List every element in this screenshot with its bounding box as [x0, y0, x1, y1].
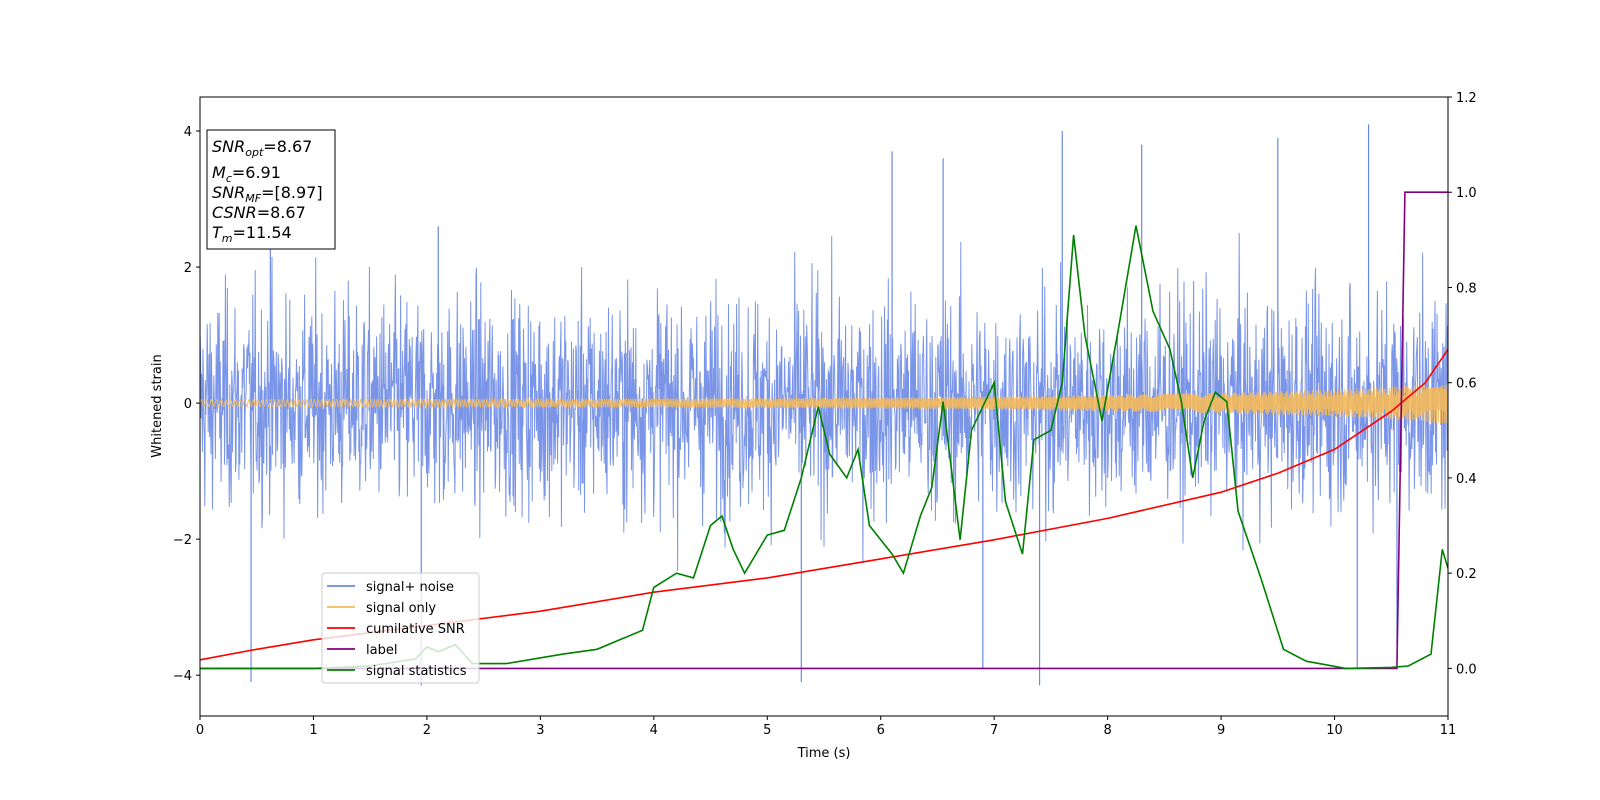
info-csnr-value: =8.67 [257, 203, 306, 222]
legend-label: cumilative SNR [366, 622, 465, 637]
x-tick-label: 3 [536, 723, 544, 738]
series-signal-statistics-line [200, 225, 1448, 670]
info-mc-base: M [212, 163, 226, 182]
legend-label: signal statistics [366, 664, 467, 679]
series-label-line [200, 191, 1448, 670]
legend-label: signal only [366, 601, 436, 616]
series-signal-noise-spikes [250, 124, 1398, 686]
x-tick-label: 11 [1440, 723, 1457, 738]
series-signal-only-line [200, 384, 1448, 424]
info-snr-opt-value: =8.67 [263, 137, 312, 156]
y-right-tick-label: 0.6 [1456, 377, 1477, 392]
y-left-tick-label: −4 [173, 669, 192, 684]
legend-label: signal+ noise [366, 580, 454, 595]
x-tick-label: 10 [1326, 723, 1343, 738]
x-tick-label: 5 [763, 723, 771, 738]
x-tick-label: 0 [196, 723, 204, 738]
y-left-tick-label: 0 [184, 397, 192, 412]
x-axis-label: Time (s) [797, 746, 851, 761]
axes-frame [199, 96, 1449, 717]
series-signal-noise-line [200, 232, 1448, 571]
legend-items: signal+ noise signal only cumilative SNR la… [327, 580, 467, 679]
axis-ticks: 0 1 2 3 4 5 6 7 8 9 10 11 4 2 0 −2 −4 1.2 1.0 0.8 0.6 0.4 0.2 0… [173, 91, 1477, 738]
info-tm-value: =11.54 [233, 223, 292, 242]
info-box-frame [206, 129, 336, 250]
x-tick-label: 8 [1103, 723, 1111, 738]
info-snr-opt: SNRopt=8.67 [212, 137, 312, 159]
info-snr-mf-value: =[8.97] [261, 183, 323, 202]
x-tick-label: 4 [650, 723, 658, 738]
x-tick-label: 1 [309, 723, 317, 738]
info-tm-sub: m [222, 232, 233, 245]
legend: signal+ noise signal only cumilative SNR la… [321, 572, 480, 684]
y-right-tick-label: 1.0 [1456, 186, 1477, 201]
legend-label: label [366, 643, 397, 658]
legend-frame [321, 572, 480, 684]
x-tick-label: 6 [877, 723, 885, 738]
y-right-tick-label: 0.4 [1456, 472, 1477, 487]
info-snr-mf-sub: MF [245, 192, 261, 205]
y-right-tick-label: 0.2 [1456, 567, 1477, 582]
info-csnr: CSNR=8.67 [212, 203, 306, 222]
y-right-tick-label: 0.8 [1456, 281, 1477, 296]
y-right-tick-label: 0.0 [1456, 662, 1477, 677]
info-mc-sub: c [226, 172, 232, 185]
y-axis-label: Whitened strain [150, 354, 165, 457]
info-snr-opt-base: SNR [212, 137, 245, 156]
info-tm: Tm=11.54 [212, 223, 292, 245]
x-tick-label: 2 [423, 723, 431, 738]
info-snr-opt-sub: opt [245, 146, 264, 159]
info-csnr-base: CSNR [212, 203, 257, 222]
info-mc-value: =6.91 [232, 163, 281, 182]
info-mc: Mc=6.91 [212, 163, 281, 185]
info-snr-mf-base: SNR [212, 183, 245, 202]
info-snr-mf: SNRMF=[8.97] [212, 183, 323, 205]
info-box: SNRopt=8.67 Mc=6.91 SNRMF=[8.97] CSNR=8.… [206, 129, 336, 250]
info-tm-base: T [212, 223, 223, 242]
y-left-tick-label: −2 [173, 533, 192, 548]
y-left-tick-label: 2 [184, 261, 192, 276]
x-tick-label: 9 [1217, 723, 1225, 738]
y-right-tick-label: 1.2 [1456, 91, 1477, 106]
x-tick-label: 7 [990, 723, 998, 738]
y-left-tick-label: 4 [184, 125, 192, 140]
